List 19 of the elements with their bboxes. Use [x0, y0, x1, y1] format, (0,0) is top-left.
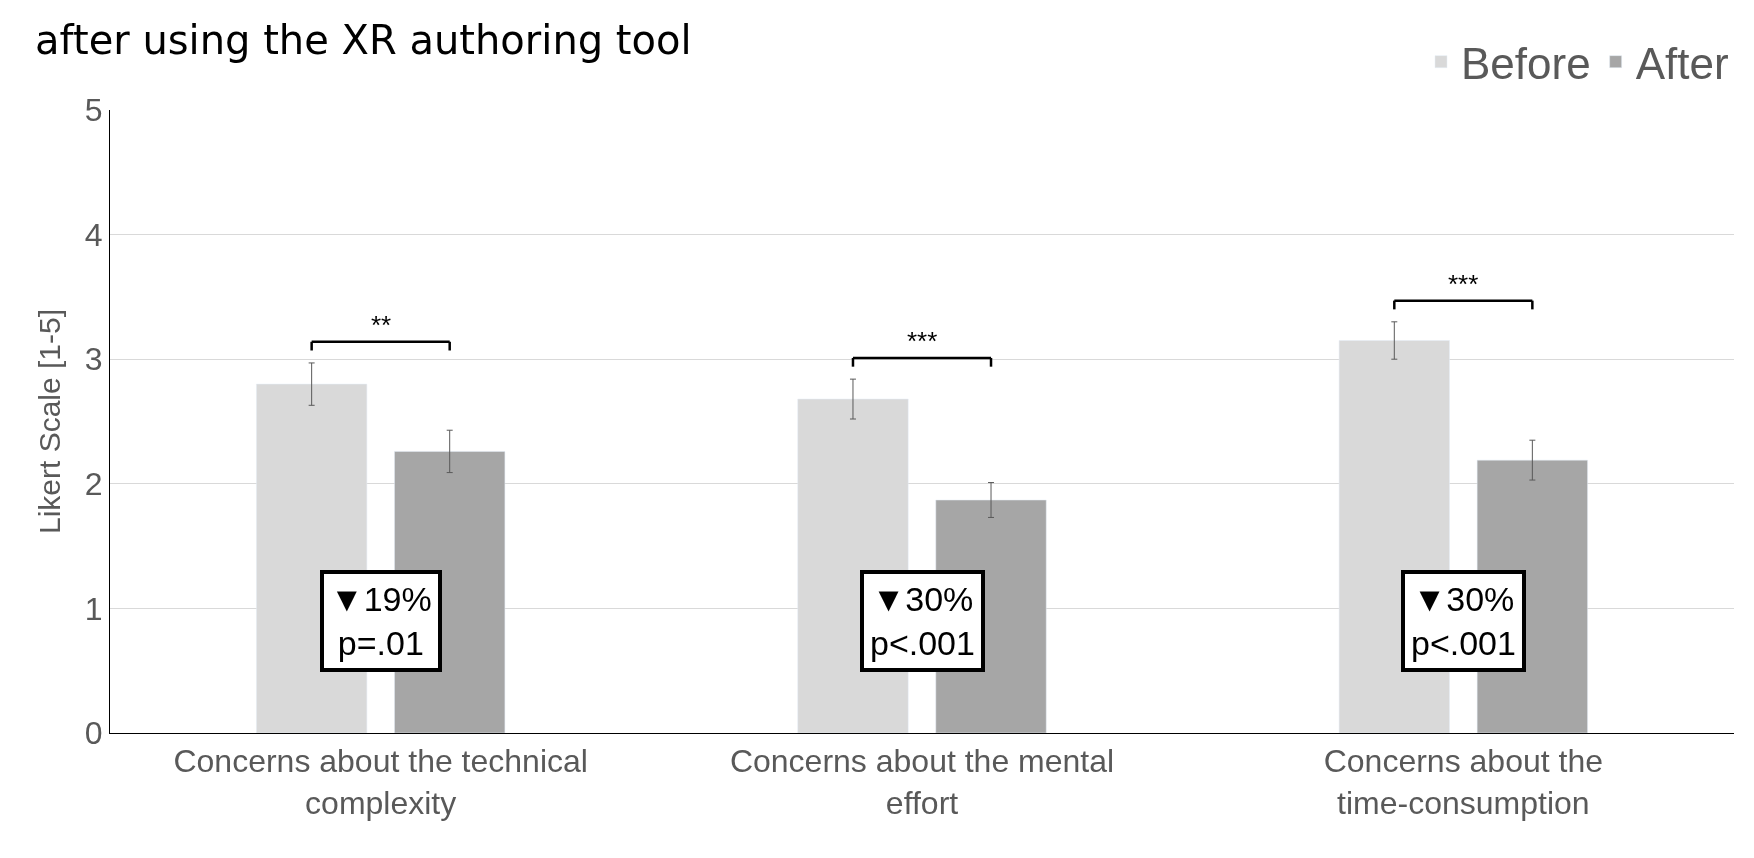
y-tick-label: 1: [84, 590, 103, 627]
y-tick-label: 2: [84, 466, 103, 502]
annotation: ▼30% p<.001: [870, 580, 975, 663]
annotation: ***: [907, 326, 938, 356]
y-tick-label: 0: [84, 715, 103, 752]
y-axis-title: Likert Scale [1-5]: [32, 308, 66, 535]
y-tick-label: 3: [84, 341, 103, 378]
x-tick-label: Concerns about the mental effort: [729, 743, 1115, 821]
annotation: **: [371, 310, 392, 340]
x-tick-label: Concerns about the time-consumption: [1323, 743, 1603, 821]
legend-label: After: [1635, 38, 1729, 88]
y-tick-label: 5: [84, 92, 103, 129]
annotation: ***: [1448, 269, 1479, 299]
annotation: ▼19% p=.01: [330, 580, 432, 663]
annotation: ▼30% p<.001: [1411, 580, 1516, 663]
legend-label: Before: [1461, 38, 1591, 88]
chart-title: after using the XR authoring tool: [35, 16, 692, 63]
y-tick-label: 4: [84, 216, 103, 253]
x-tick-label: Concerns about the technical complexity: [173, 743, 588, 821]
